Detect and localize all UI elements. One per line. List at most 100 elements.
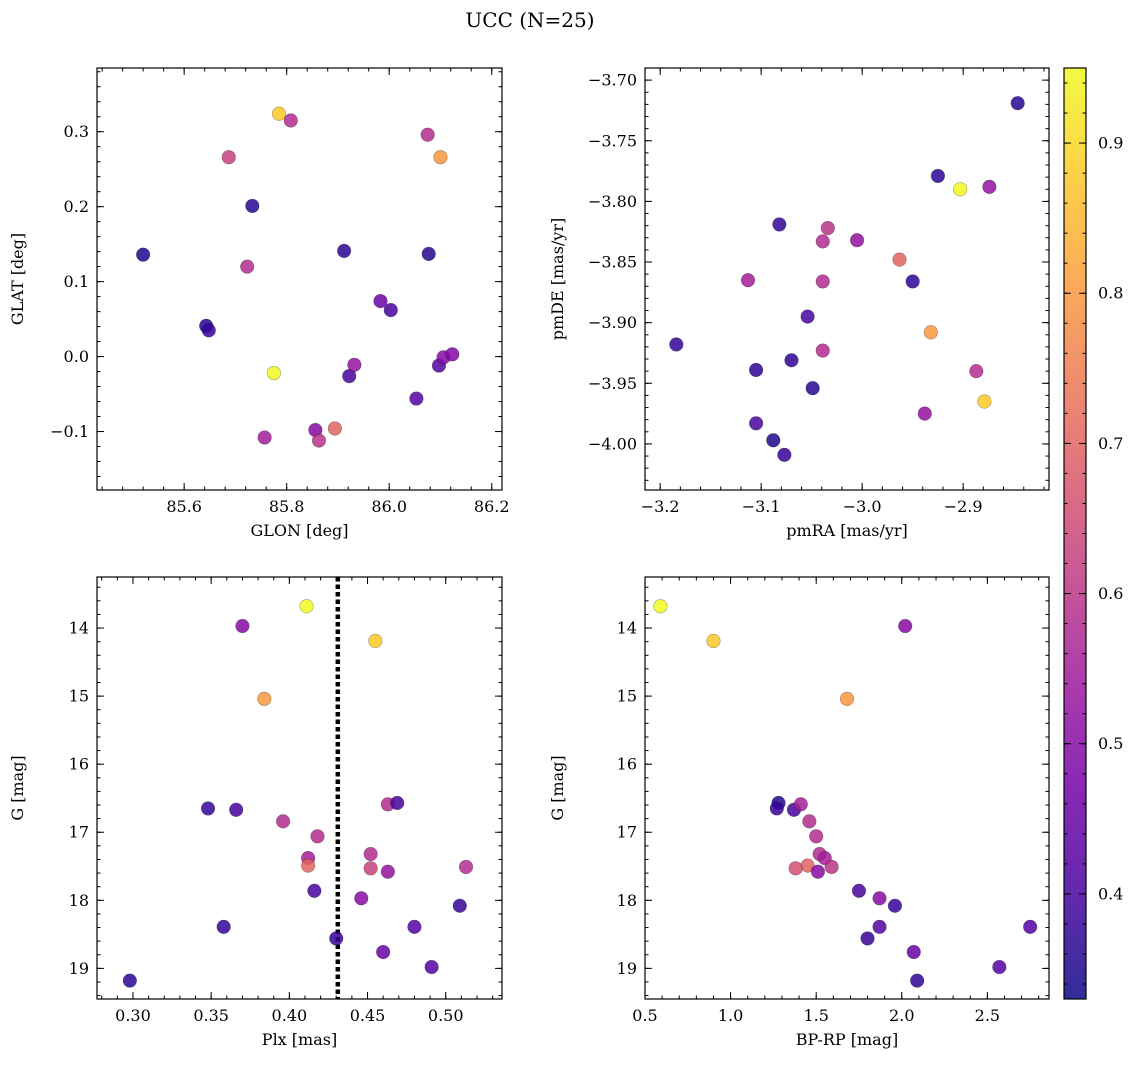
scatter-point — [793, 797, 808, 812]
scatter-point — [992, 959, 1007, 975]
y-tick-label: 0.0 — [64, 347, 89, 366]
scatter-point — [815, 234, 830, 249]
figure-title: UCC (N=25) — [465, 8, 594, 32]
x-tick-label: 0.45 — [350, 1006, 386, 1025]
y-tick-label: −3.95 — [588, 374, 637, 393]
x-tick-label: 0.5 — [632, 1006, 657, 1025]
y-tick-label: 17 — [69, 823, 89, 842]
scatter-point — [892, 252, 907, 267]
x-tick-label: −3.1 — [742, 497, 781, 516]
scatter-point — [1023, 919, 1038, 934]
scatter-point — [772, 217, 787, 232]
scatter-point — [784, 353, 799, 368]
scatter-point — [221, 150, 236, 165]
scatter-point — [407, 919, 422, 934]
scatter-point — [809, 829, 824, 844]
colorbar-tick-label: 0.8 — [1098, 284, 1123, 303]
scatter-point — [240, 259, 255, 274]
panel-bprp-g: 0.5 1.0 1.5 2.0 2.5 14 15 16 17 18 19 BP-RP [mag] G … — [548, 576, 1050, 1049]
y-tick-label: −3.85 — [588, 253, 637, 272]
colorbar-tick-label: 0.7 — [1098, 434, 1123, 453]
y-tick-label: 18 — [617, 891, 637, 910]
panel-glon-glat: 85.6 85.8 86.0 86.2 −0.1 0.0 0.1 0.2 0.3 GLON [de… — [8, 67, 510, 540]
scatter-point — [354, 891, 369, 906]
scatter-point — [122, 973, 137, 988]
scatter-point — [969, 364, 984, 379]
y-axis-label: GLAT [deg] — [8, 233, 27, 325]
y-tick-label: 15 — [69, 687, 89, 706]
scatter-point — [953, 182, 968, 197]
x-axis-label: pmRA [mas/yr] — [786, 521, 908, 540]
x-tick-label: 0.30 — [115, 1006, 151, 1025]
scatter-point — [299, 599, 314, 614]
scatter-point — [283, 113, 298, 128]
y-tick-label: 14 — [69, 619, 89, 638]
scatter-point — [301, 858, 316, 873]
scatter-point — [802, 814, 817, 829]
y-tick-label: 18 — [69, 891, 89, 910]
scatter-point — [982, 179, 997, 194]
scatter-point — [409, 391, 424, 406]
x-tick-label: 2.5 — [975, 1006, 1000, 1025]
scatter-point — [815, 343, 830, 358]
x-axis-label: Plx [mas] — [262, 1030, 337, 1049]
y-tick-label: 19 — [69, 959, 89, 978]
scatter-point — [271, 106, 287, 121]
y-tick-label: 15 — [617, 687, 637, 706]
y-tick-label: −3.75 — [588, 131, 637, 150]
scatter-point — [310, 829, 325, 844]
y-axis-label: pmDE [mas/yr] — [548, 218, 567, 341]
x-tick-label: 0.40 — [272, 1006, 308, 1025]
scatter-point — [229, 802, 244, 817]
scatter-point — [905, 274, 920, 289]
scatter-point — [917, 406, 932, 421]
x-tick-label: 85.6 — [166, 497, 202, 516]
scatter-point — [383, 303, 398, 318]
x-axis-label: GLON [deg] — [250, 521, 348, 540]
x-tick-label: 2.0 — [889, 1006, 914, 1025]
scatter-point — [872, 891, 887, 906]
x-tick-label: 85.8 — [269, 497, 305, 516]
y-tick-label: 16 — [69, 755, 89, 774]
y-tick-label: −3.80 — [588, 192, 637, 211]
y-tick-label: 0.1 — [64, 272, 89, 291]
scatter-point — [311, 433, 327, 448]
scatter-point — [669, 337, 684, 352]
scatter-point — [872, 919, 887, 934]
scatter-point — [452, 898, 467, 913]
scatter-point — [373, 294, 388, 309]
axes-frame — [644, 576, 1050, 1000]
y-axis-label: G [mag] — [8, 755, 27, 820]
scatter-point — [235, 618, 250, 634]
scatter-point — [257, 430, 272, 445]
scatter-point — [930, 168, 946, 184]
colorbar-tick-label: 0.6 — [1098, 584, 1123, 603]
axes-frame — [644, 67, 1050, 491]
y-tick-label: 19 — [617, 959, 637, 978]
scatter-point — [1010, 96, 1025, 111]
x-tick-label: 86.2 — [474, 497, 510, 516]
x-tick-label: −2.9 — [944, 497, 983, 516]
scatter-point — [923, 325, 938, 340]
colorbar-tick-label: 0.9 — [1098, 134, 1123, 153]
scatter-point — [327, 421, 342, 436]
y-tick-label: −4.00 — [588, 434, 637, 453]
y-tick-label: 16 — [617, 755, 637, 774]
scatter-point — [769, 801, 784, 816]
scatter-point — [849, 233, 865, 248]
panel-pmra-pmde: −3.2 −3.1 −3.0 −2.9 −4.00 −3.95 −3.90 −3.85 −3.8… — [548, 67, 1050, 540]
axes-frame — [96, 67, 503, 491]
scatter-point — [420, 127, 435, 142]
panels: 85.6 85.8 86.0 86.2 −0.1 0.0 0.1 0.2 0.3 GLON [de… — [8, 67, 1050, 1049]
x-tick-label: 1.0 — [718, 1006, 743, 1025]
scatter-point — [851, 883, 867, 898]
x-tick-label: 1.5 — [803, 1006, 828, 1025]
scatter-point — [380, 864, 395, 879]
scatter-point — [977, 394, 992, 409]
scatter-point — [653, 599, 668, 614]
scatter-point — [860, 931, 875, 946]
axes-frame — [96, 576, 503, 1000]
scatter-point — [445, 347, 460, 362]
scatter-point — [815, 274, 830, 289]
scatter-point — [748, 362, 764, 378]
